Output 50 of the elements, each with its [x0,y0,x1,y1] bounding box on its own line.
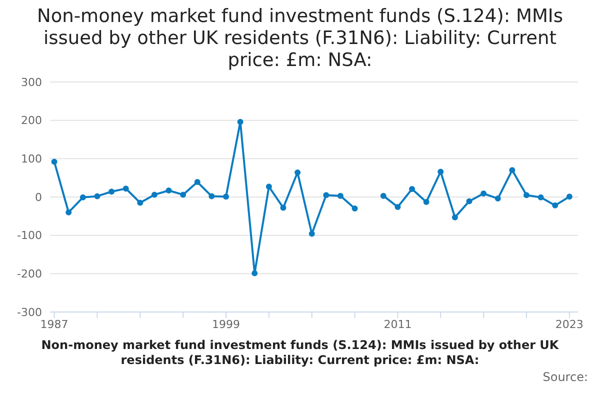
point [466,198,472,204]
point [194,179,200,186]
point [208,193,215,200]
point [523,192,530,198]
x-tick-label: 2011 [384,318,412,331]
y-tick-label: 300 [21,76,42,89]
point [266,184,272,190]
point [237,118,244,125]
y-tick-label: -200 [17,268,42,281]
point [509,167,516,174]
y-tick-label: 100 [21,152,42,166]
y-tick-label: -100 [17,229,42,242]
point [480,190,487,197]
point [166,187,172,194]
point [122,186,129,192]
point [423,198,430,205]
point [94,193,100,200]
point [80,194,86,200]
point [337,192,344,199]
point [409,186,416,192]
point [323,192,330,198]
point [180,192,186,198]
point [108,188,115,195]
y-tick-label: -300 [17,306,42,319]
point [294,169,301,176]
point [66,209,72,216]
x-tick-label: 1999 [212,318,240,331]
y-tick-label: 0 [35,190,42,204]
point [223,194,229,200]
point [494,196,501,202]
point [380,192,386,199]
point [452,214,458,220]
point [308,230,315,237]
x-axis-title: Non-money market fund investment funds (S.124): MMIs issued by other UK residents (F.31N6): Liability: Current price: £m: NSA: [40,337,560,368]
point [137,200,144,206]
x-tick-label: 1987 [40,318,68,331]
source-note: Source: [542,369,589,384]
point [51,158,58,165]
point [552,202,558,208]
point [280,204,286,211]
point [151,192,158,198]
point [566,194,572,200]
point [352,206,358,212]
chart-title: Non-money market fund investment funds (S.124): MMIs issued by other UK residents (F.31N6): Liability: Current price: £m: NSA: [36,5,564,72]
y-tick-label: 200 [21,114,42,128]
x-tick-label: 2023 [555,318,584,331]
point [252,270,258,276]
point [394,204,401,210]
point [438,168,444,175]
point [538,194,544,200]
